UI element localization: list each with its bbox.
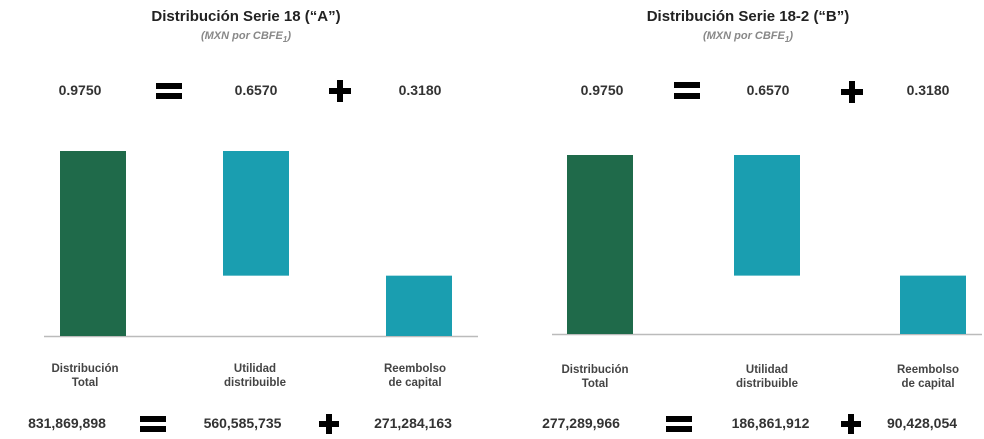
top-value-utilidad: 0.6570 (746, 82, 790, 98)
equals-icon (672, 78, 702, 104)
bar-reembolso-capital (386, 275, 452, 336)
category-label-reembolso: Reembolso de capital (384, 363, 446, 390)
equals-icon (664, 414, 694, 434)
chart-title: Distribución Serie 18-2 (“B”) (646, 8, 850, 25)
bar-reembolso-capital (900, 275, 966, 334)
top-value-total: 0.9750 (58, 82, 102, 98)
top-value-total: 0.9750 (580, 82, 624, 98)
equals-icon (154, 80, 184, 102)
bottom-reembolso-value: 271,284,163 (374, 415, 452, 431)
category-label-reembolso: Reembolso de capital (897, 364, 959, 391)
bar-utilidad-distribuible (734, 155, 800, 276)
bottom-reembolso-value: 90,428,054 (886, 415, 958, 431)
bottom-utilidad-value: 186,861,912 (731, 415, 810, 431)
chart-panel-serie-b: Distribución Serie 18-2 (“B”) (MXN por C… (512, 0, 984, 439)
category-label-utilidad: Utilidad distribuible (224, 363, 286, 390)
plus-icon (838, 79, 866, 105)
category-label-total: Distribución Total (561, 364, 629, 391)
category-label-utilidad: Utilidad distribuible (736, 364, 798, 391)
chart-subtitle: (MXN por CBFE1) (200, 30, 291, 45)
top-value-reembolso: 0.3180 (398, 82, 442, 98)
chart-subtitle: (MXN por CBFE1) (702, 30, 793, 45)
waterfall-chart-a (44, 151, 478, 338)
bottom-total-value: 831,869,898 (28, 415, 106, 431)
chart-panel-serie-a: Distribución Serie 18 (“A”) (MXN por CBF… (28, 8, 478, 436)
bottom-total-value: 277,289,966 (542, 415, 620, 431)
waterfall-chart-b (552, 155, 982, 336)
bar-distribucion-total (567, 155, 633, 334)
plus-icon (326, 78, 354, 104)
bar-utilidad-distribuible (223, 151, 289, 276)
top-value-utilidad: 0.6570 (234, 82, 278, 98)
top-value-reembolso: 0.3180 (906, 82, 950, 98)
plus-icon (838, 412, 864, 436)
equals-icon (138, 414, 168, 434)
category-label-total: Distribución Total (51, 363, 119, 390)
plus-icon (316, 412, 342, 436)
chart-title: Distribución Serie 18 (“A”) (151, 8, 341, 25)
bar-distribucion-total (60, 151, 126, 336)
bottom-utilidad-value: 560,585,735 (203, 415, 282, 431)
